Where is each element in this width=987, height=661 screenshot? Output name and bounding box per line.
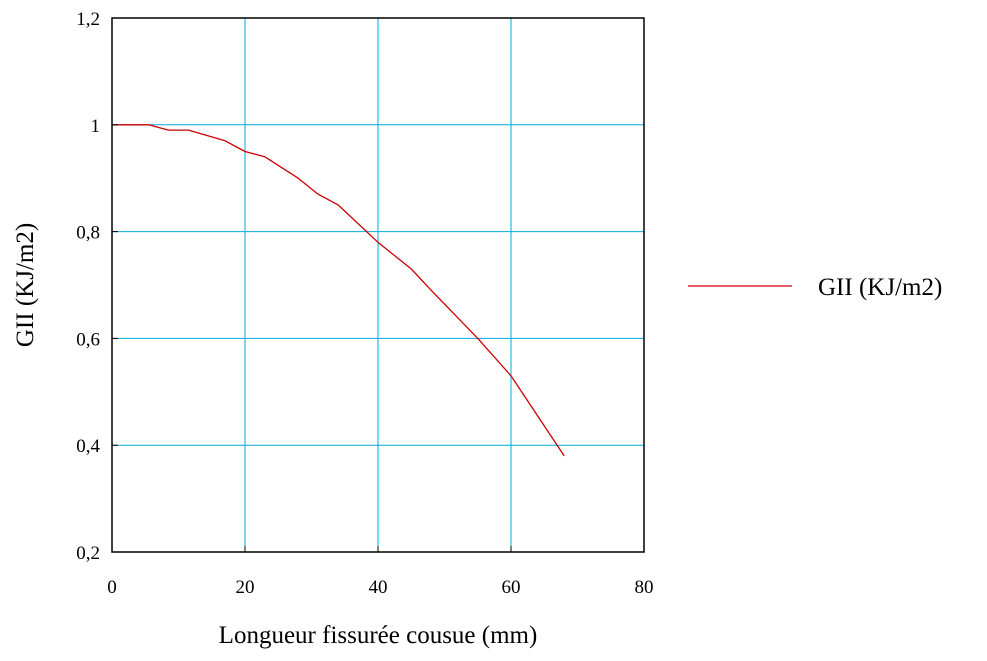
y-tick-label: 1,2 xyxy=(76,9,100,30)
x-axis-title: Longueur fissurée cousue (mm) xyxy=(219,622,538,649)
y-tick-label: 0,4 xyxy=(76,436,100,457)
y-axis-title: GII (KJ/m2) xyxy=(12,223,39,347)
series-line xyxy=(112,124,565,457)
y-tick-label: 1 xyxy=(91,116,101,137)
y-tick-label: 0,6 xyxy=(76,329,100,350)
legend: GII (KJ/m2) xyxy=(688,274,942,301)
x-tick-label: 80 xyxy=(635,577,654,598)
x-tick-label: 60 xyxy=(502,577,521,598)
y-axis-ticks: 0,2 0,4 0,6 0,8 1 1,2 xyxy=(76,9,118,564)
legend-label: GII (KJ/m2) xyxy=(818,274,942,301)
y-tick-label: 0,2 xyxy=(76,543,100,564)
y-tick-label: 0,8 xyxy=(76,223,100,244)
x-tick-label: 0 xyxy=(107,577,117,598)
x-tick-label: 20 xyxy=(236,577,255,598)
x-axis-ticks: 0 20 40 60 80 xyxy=(107,546,654,598)
x-tick-label: 40 xyxy=(369,577,388,598)
series-layer xyxy=(112,124,565,457)
grid xyxy=(112,18,644,552)
